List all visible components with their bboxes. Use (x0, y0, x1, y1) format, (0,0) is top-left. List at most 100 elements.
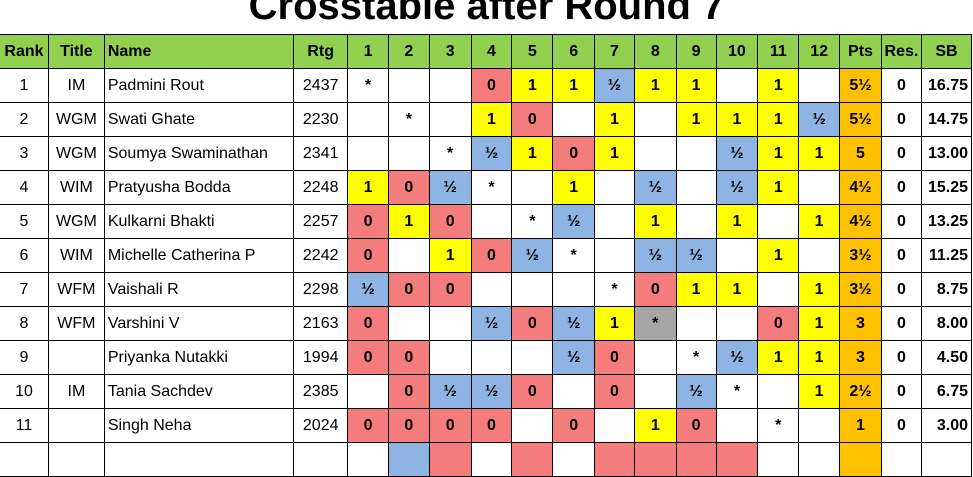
res-cell: 0 (880, 374, 922, 409)
column-header: 2 (387, 34, 430, 69)
column-header: 6 (552, 34, 596, 69)
column-header: Name (103, 34, 295, 69)
result-cell: 0 (347, 238, 389, 273)
rank-cell: 1 (0, 68, 49, 103)
result-cell: 1 (757, 136, 800, 171)
result-cell (633, 340, 677, 375)
result-cell: ½ (552, 204, 596, 239)
rank-cell: 2 (0, 102, 49, 137)
column-header: Rank (0, 34, 49, 69)
player-name: Kulkarni Bhakti (103, 204, 295, 239)
result-cell (552, 102, 596, 137)
points-cell: 5½ (839, 68, 882, 103)
result-cell (675, 306, 717, 341)
res-cell: 0 (880, 340, 922, 375)
result-cell (594, 204, 635, 239)
table-row: 2 WGM Swati Ghate 2230 * 1 0 1 1 1 1 ½ 5½ 0 14.75 (0, 102, 973, 137)
points-cell: 3½ (839, 272, 882, 307)
result-cell: 0 (428, 272, 472, 307)
result-cell: * (675, 340, 717, 375)
result-cell: 0 (428, 204, 472, 239)
result-cell: 0 (387, 170, 430, 205)
res-cell: 0 (880, 306, 922, 341)
rating-cell: 2341 (293, 136, 349, 171)
points-cell: 2½ (839, 374, 882, 409)
column-header: Pts (839, 34, 882, 69)
player-name: Priyanka Nutakki (103, 340, 295, 375)
result-cell (511, 170, 554, 205)
title-cell: IM (47, 68, 105, 103)
table-row: 3 WGM Soumya Swaminathan 2341 * ½ 1 0 1 ½ 1 1 5 0 13.0… (0, 136, 973, 171)
result-cell: 1 (633, 68, 677, 103)
result-cell: 1 (798, 306, 841, 341)
result-cell: ½ (470, 136, 513, 171)
result-cell: 1 (675, 272, 717, 307)
result-cell: ½ (675, 238, 717, 273)
result-cell: * (552, 238, 596, 273)
rank-cell: 10 (0, 374, 49, 409)
column-header: 11 (757, 34, 800, 69)
player-name: Varshini V (103, 306, 295, 341)
result-cell (552, 272, 596, 307)
rating-cell: 2163 (293, 306, 349, 341)
result-cell: * (511, 204, 554, 239)
result-cell: ½ (675, 374, 717, 409)
result-cell: * (347, 68, 389, 103)
result-cell: 1 (798, 272, 841, 307)
table-row: 10 IM Tania Sachdev 2385 0 ½ ½ 0 0 ½ * 1 2½ 0 6.75 (0, 374, 973, 409)
sb-cell: 8.75 (920, 272, 973, 307)
page-title: Crosstable after Round 7 (248, 0, 725, 28)
sb-cell: 13.00 (920, 136, 973, 171)
table-row: 5 WGM Kulkarni Bhakti 2257 0 1 0 * ½ 1 1 1 4½ 0 13.25 (0, 204, 973, 239)
rating-cell: 2257 (293, 204, 349, 239)
result-cell: ½ (511, 238, 554, 273)
title-cell (47, 340, 105, 375)
result-cell: 1 (798, 340, 841, 375)
player-name: Swati Ghate (103, 102, 295, 137)
result-cell: 1 (715, 102, 759, 137)
result-cell: 1 (428, 238, 472, 273)
sb-cell: 13.25 (920, 204, 973, 239)
result-cell (428, 306, 472, 341)
res-cell: 0 (880, 408, 922, 443)
result-cell: 1 (675, 102, 717, 137)
table-row: 8 WFM Varshini V 2163 0 ½ 0 ½ 1 * 0 1 3 0 8.00 (0, 306, 973, 341)
player-name: Vaishali R (103, 272, 295, 307)
sb-cell: 16.75 (920, 68, 973, 103)
res-cell: 0 (880, 136, 922, 171)
rank-cell: 7 (0, 272, 49, 307)
column-header: 9 (675, 34, 717, 69)
result-cell: 0 (387, 408, 430, 443)
column-header: Rtg (293, 34, 349, 69)
result-cell: 0 (594, 374, 635, 409)
result-cell (757, 204, 800, 239)
table-row: 11 Singh Neha 2024 0 0 0 0 0 1 0 * 1 0 3.00 (0, 408, 973, 443)
result-cell (387, 68, 430, 103)
result-cell (798, 408, 841, 443)
result-cell: 1 (594, 136, 635, 171)
result-cell: 0 (511, 306, 554, 341)
title-cell (47, 408, 105, 443)
table-row: 4 WIM Pratyusha Bodda 2248 1 0 ½ * 1 ½ ½ 1 4½ 0 15.25 (0, 170, 973, 205)
title-cell: WGM (47, 204, 105, 239)
rank-cell: 9 (0, 340, 49, 375)
result-cell: 0 (552, 408, 596, 443)
result-cell: 1 (387, 204, 430, 239)
rank-cell: 3 (0, 136, 49, 171)
res-cell: 0 (880, 238, 922, 273)
result-cell (715, 68, 759, 103)
result-cell: 0 (511, 102, 554, 137)
result-cell (633, 102, 677, 137)
result-cell (347, 374, 389, 409)
title-cell: WFM (47, 306, 105, 341)
result-cell (633, 374, 677, 409)
column-header: 3 (428, 34, 472, 69)
column-header: 1 (347, 34, 389, 69)
rank-cell: 4 (0, 170, 49, 205)
result-cell: 1 (757, 102, 800, 137)
result-cell: ½ (798, 102, 841, 137)
result-cell: 1 (757, 238, 800, 273)
result-cell: 1 (470, 102, 513, 137)
result-cell (594, 408, 635, 443)
player-name: Pratyusha Bodda (103, 170, 295, 205)
